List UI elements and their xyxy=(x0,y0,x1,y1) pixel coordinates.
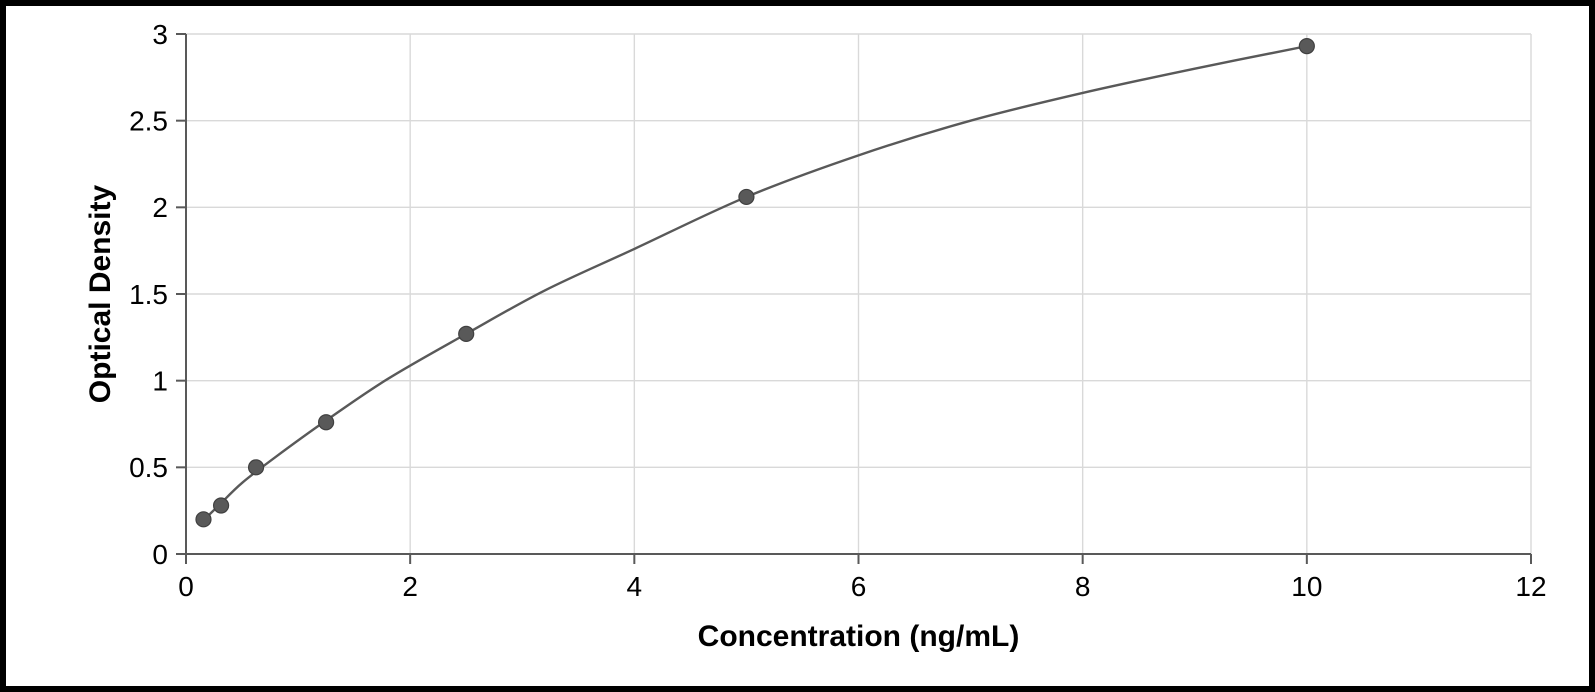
y-tick-label: 2 xyxy=(152,192,168,223)
data-point xyxy=(459,326,474,341)
y-tick-label: 1 xyxy=(152,365,168,396)
data-point xyxy=(249,460,264,475)
y-tick-label: 2.5 xyxy=(129,105,168,136)
chart-frame: 0 2 4 6 8 10 12 0 0.5 1 1.5 2 2.5 3 Concentration (ng/… xyxy=(0,0,1595,692)
data-point xyxy=(1299,39,1314,54)
x-tick-label: 0 xyxy=(178,571,194,602)
y-tick-label: 1.5 xyxy=(129,279,168,310)
data-point xyxy=(739,189,754,204)
y-axis-label: Optical Density xyxy=(84,184,117,403)
x-tick-label: 6 xyxy=(851,571,867,602)
y-tick-label: 3 xyxy=(152,19,168,50)
x-tick-label: 12 xyxy=(1515,571,1546,602)
data-point xyxy=(196,512,211,527)
data-point xyxy=(319,415,334,430)
chart-canvas: 0 2 4 6 8 10 12 0 0.5 1 1.5 2 2.5 3 Concentration (ng/… xyxy=(6,6,1589,686)
x-tick-label: 8 xyxy=(1075,571,1091,602)
x-tick-label: 2 xyxy=(402,571,418,602)
y-tick-label: 0.5 xyxy=(129,452,168,483)
y-tick-label: 0 xyxy=(152,539,168,570)
x-axis-label: Concentration (ng/mL) xyxy=(698,620,1020,653)
x-tick-label: 10 xyxy=(1291,571,1322,602)
data-point xyxy=(214,498,229,513)
x-tick-label: 4 xyxy=(627,571,643,602)
